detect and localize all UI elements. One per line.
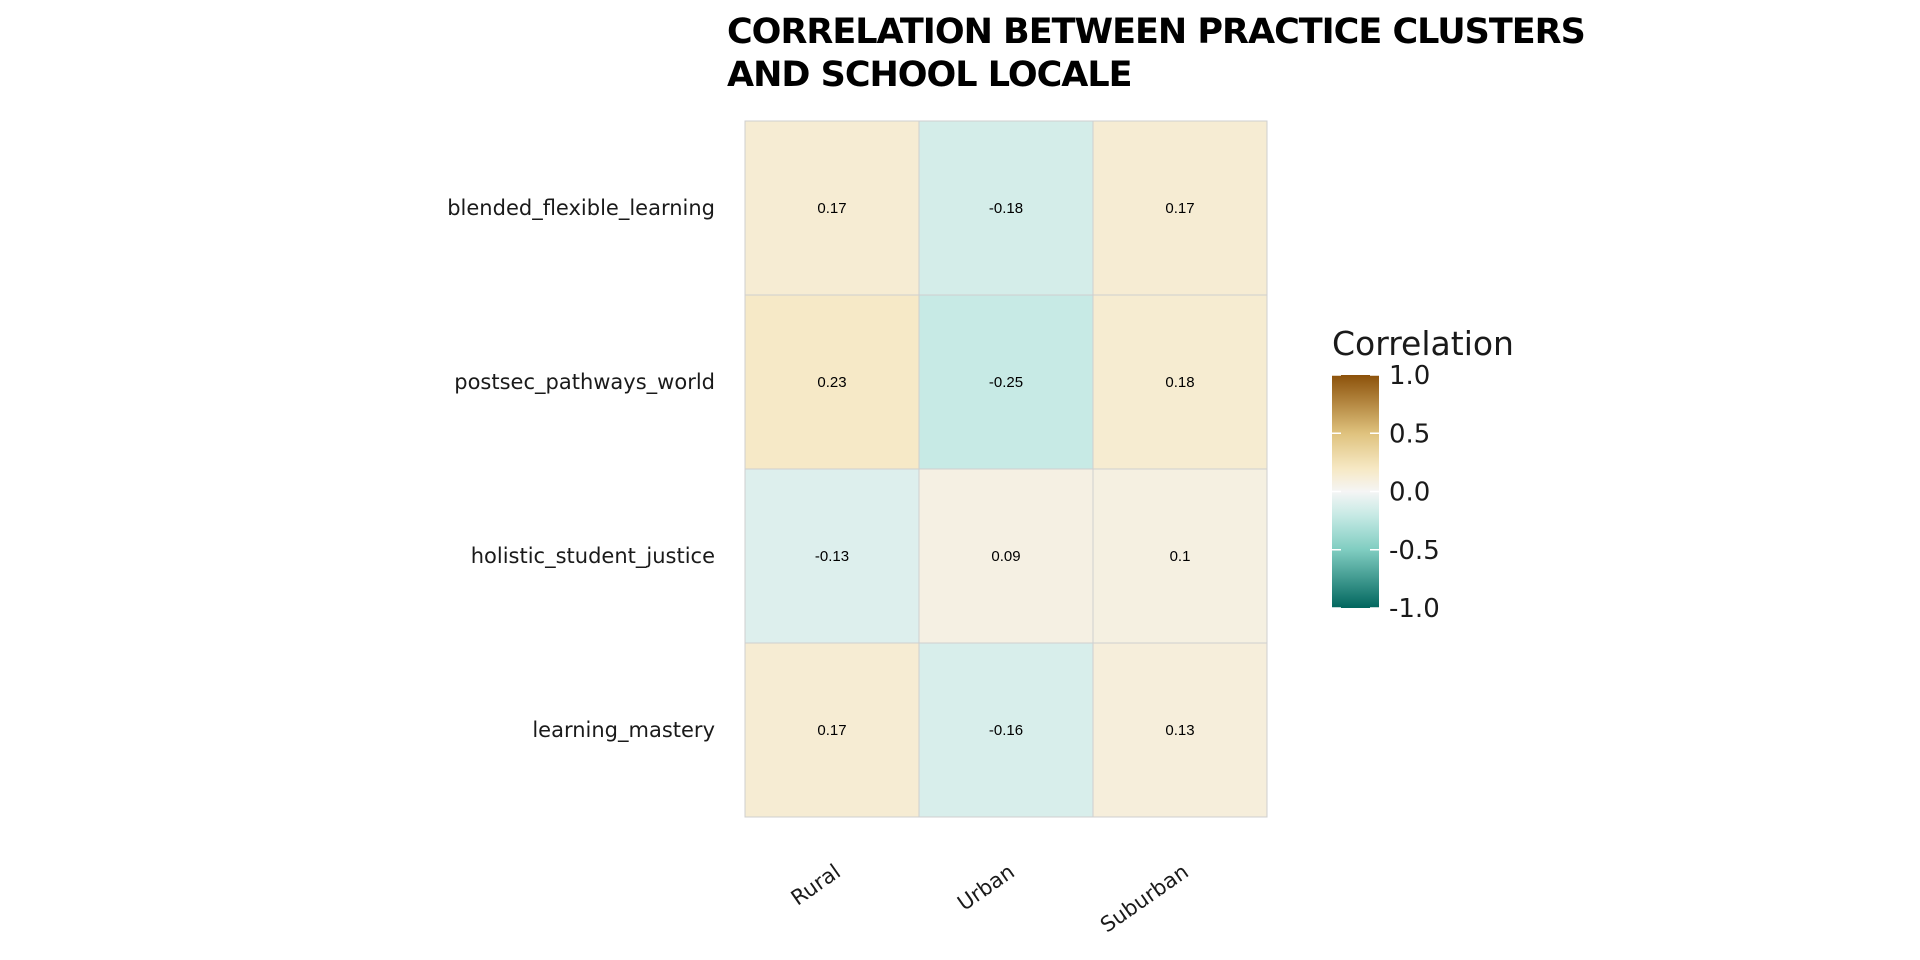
color-legend: Correlation 1.0 0.5 0.0 -0.5 -1.0 [1332,324,1514,624]
cell-value-label: -0.18 [989,200,1023,217]
legend-ticks: 1.0 0.5 0.0 -0.5 -1.0 [1332,361,1440,624]
row-label: postsec_pathways_world [454,370,715,395]
row-label: learning_mastery [532,718,715,743]
row-labels: blended_flexible_learning postsec_pathway… [447,196,715,743]
heatmap-cell [744,468,920,644]
heatmap-cell [744,120,920,296]
row-label: blended_flexible_learning [447,196,715,221]
column-label: Urban [953,859,1019,915]
cell-value-label: 0.18 [1165,374,1194,391]
legend-tick-label: 1.0 [1389,361,1430,391]
heatmap-cell [918,294,1094,470]
cell-value-label: -0.13 [815,548,849,565]
legend-tick-label: 0.0 [1389,478,1430,508]
heatmap-cell [918,120,1094,296]
cell-value-label: 0.1 [1170,548,1191,565]
cell-value-label: 0.13 [1165,722,1194,739]
row-label: holistic_student_justice [471,544,715,569]
chart-title: CORRELATION BETWEEN PRACTICE CLUSTERS AN… [727,12,1586,95]
cell-value-label: -0.16 [989,722,1023,739]
cell-value-label: 0.17 [817,722,846,739]
legend-tick-label: -1.0 [1389,594,1440,624]
heatmap-cell [744,294,920,470]
cell-value-label: 0.17 [1165,200,1194,217]
chart-title-line-2: AND SCHOOL LOCALE [727,55,1132,95]
chart-title-line-1: CORRELATION BETWEEN PRACTICE CLUSTERS [727,12,1585,52]
column-label: Rural [787,859,845,910]
heatmap-cell [744,642,920,818]
heatmap-cell [918,468,1094,644]
heatmap-cell [1092,642,1268,818]
cell-value-label: -0.25 [989,374,1023,391]
cell-value-label: 0.17 [817,200,846,217]
column-labels: Rural Urban Suburban [787,859,1193,937]
column-label: Suburban [1096,859,1193,937]
legend-tick-label: -0.5 [1389,536,1440,566]
legend-title: Correlation [1332,324,1514,363]
cell-value-label: 0.23 [817,374,846,391]
heatmap-cell [1092,120,1268,296]
heatmap-cell [1092,294,1268,470]
heatmap-cells: 0.17 -0.18 0.17 0.23 -0.25 0.18 -0.13 0.09 0.1 0.… [744,120,1268,818]
cell-value-label: 0.09 [991,548,1020,565]
legend-tick-label: 0.5 [1389,419,1430,449]
